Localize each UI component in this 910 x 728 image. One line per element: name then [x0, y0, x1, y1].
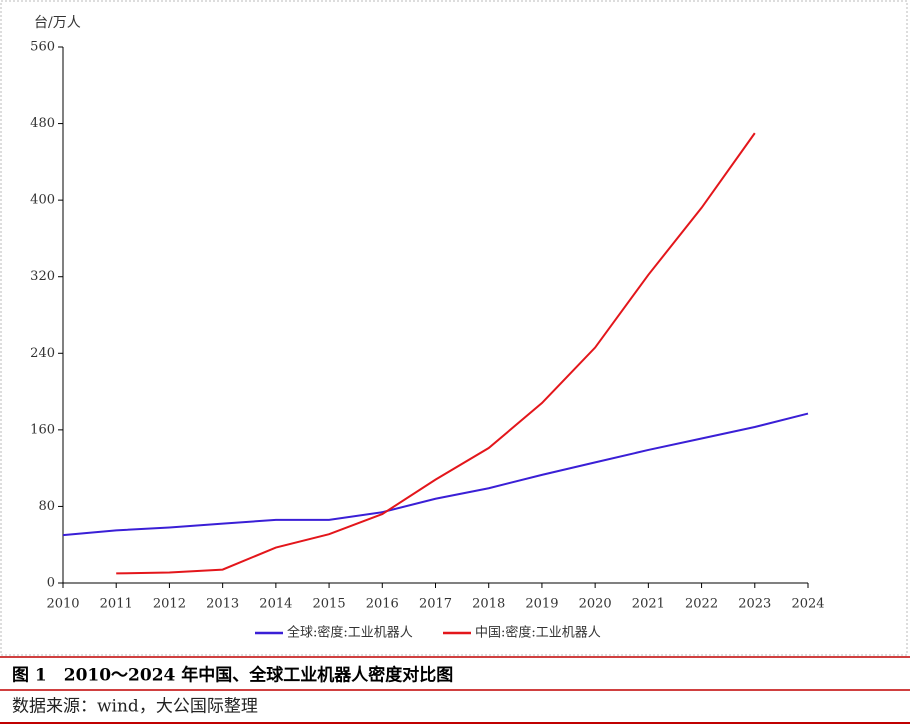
- x-tick-label: 2019: [525, 597, 558, 612]
- y-tick-label: 240: [30, 346, 55, 361]
- series-line: [62, 412, 809, 537]
- x-tick-label: 2015: [313, 597, 346, 612]
- x-tick-label: 2010: [46, 597, 79, 612]
- x-tick-label: 2022: [685, 597, 718, 612]
- x-tick-label: 2020: [579, 597, 612, 612]
- y-tick-label: 560: [30, 40, 55, 55]
- x-tick-label: 2024: [791, 597, 824, 612]
- x-tick-label: 2011: [100, 597, 133, 612]
- y-tick-label: 480: [30, 116, 55, 131]
- y-tick-label: 80: [38, 499, 55, 514]
- figure-source: 数据来源：wind，大公国际整理: [12, 697, 258, 717]
- y-axis-label: 台/万人: [34, 15, 81, 31]
- series-line: [116, 132, 756, 575]
- x-tick-label: 2021: [632, 597, 665, 612]
- x-tick-label: 2023: [738, 597, 771, 612]
- y-tick-label: 0: [47, 576, 55, 591]
- y-tick-label: 400: [30, 193, 55, 208]
- x-tick-label: 2014: [259, 597, 292, 612]
- x-tick-label: 2017: [419, 597, 452, 612]
- y-tick-label: 160: [30, 422, 55, 437]
- y-tick-label: 320: [30, 269, 55, 284]
- frame: [0, 0, 908, 656]
- legend-label: 中国:密度:工业机器人: [475, 625, 601, 641]
- legend-label: 全球:密度:工业机器人: [287, 625, 413, 641]
- x-tick-label: 2018: [472, 597, 505, 612]
- x-tick-label: 2016: [366, 597, 399, 612]
- x-tick-label: 2012: [153, 597, 186, 612]
- x-tick-label: 2013: [206, 597, 239, 612]
- figure-caption: 图 1 2010～2024 年中国、全球工业机器人密度对比图: [12, 665, 453, 686]
